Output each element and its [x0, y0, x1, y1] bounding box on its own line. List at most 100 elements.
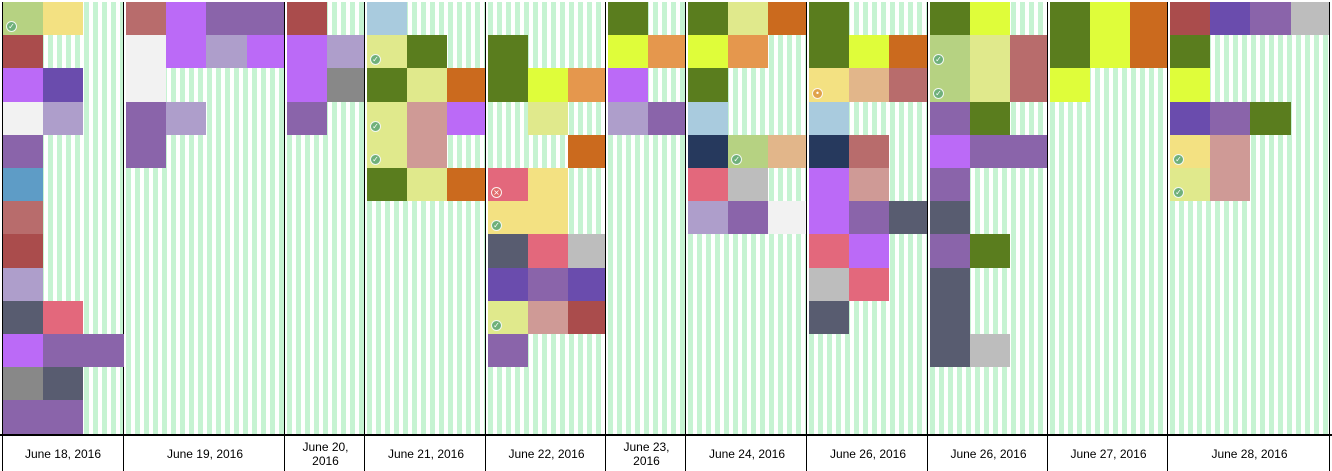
- tile[interactable]: [608, 35, 649, 69]
- tile[interactable]: [889, 68, 927, 102]
- tile[interactable]: [728, 35, 769, 69]
- tile[interactable]: [889, 35, 927, 69]
- tile[interactable]: [528, 168, 569, 202]
- tile[interactable]: [1050, 68, 1091, 102]
- tile[interactable]: [287, 35, 328, 69]
- tile[interactable]: [407, 134, 448, 168]
- tile[interactable]: [43, 2, 84, 36]
- tile[interactable]: [970, 2, 1011, 36]
- tile[interactable]: [768, 201, 806, 235]
- tile[interactable]: [970, 134, 1011, 168]
- tile[interactable]: [1090, 2, 1131, 36]
- tile[interactable]: [688, 201, 729, 235]
- tile[interactable]: ✓: [367, 134, 408, 168]
- tile[interactable]: [528, 300, 569, 334]
- tile[interactable]: [3, 334, 44, 368]
- tile[interactable]: [809, 35, 850, 69]
- tile[interactable]: [206, 35, 247, 69]
- tile[interactable]: [126, 2, 167, 36]
- tile[interactable]: [768, 134, 806, 168]
- tile[interactable]: [1210, 168, 1251, 202]
- tile[interactable]: [970, 334, 1011, 368]
- tile[interactable]: [930, 234, 971, 268]
- tile[interactable]: [849, 201, 890, 235]
- tile[interactable]: [809, 2, 850, 36]
- tile[interactable]: [728, 168, 769, 202]
- tile[interactable]: [3, 134, 44, 168]
- tile[interactable]: [367, 2, 408, 36]
- tile[interactable]: [1170, 35, 1211, 69]
- tile[interactable]: [43, 334, 84, 368]
- tile[interactable]: [3, 300, 44, 334]
- tile[interactable]: [43, 300, 84, 334]
- tile[interactable]: [809, 234, 850, 268]
- tile[interactable]: [287, 68, 328, 102]
- tile[interactable]: [488, 35, 529, 69]
- tile[interactable]: [970, 68, 1011, 102]
- tile[interactable]: [608, 101, 649, 135]
- tile[interactable]: [488, 68, 529, 102]
- tile[interactable]: [43, 101, 84, 135]
- tile[interactable]: [930, 300, 971, 334]
- tile[interactable]: ✓: [930, 68, 971, 102]
- tile[interactable]: ✓: [367, 101, 408, 135]
- tile[interactable]: [688, 35, 729, 69]
- tile[interactable]: [568, 134, 605, 168]
- tile[interactable]: [166, 35, 207, 69]
- tile[interactable]: [849, 168, 890, 202]
- tile[interactable]: [568, 300, 605, 334]
- tile[interactable]: [608, 2, 649, 36]
- tile[interactable]: [849, 35, 890, 69]
- tile[interactable]: [809, 101, 850, 135]
- tile[interactable]: [849, 234, 890, 268]
- tile[interactable]: [1130, 2, 1167, 36]
- tile[interactable]: [447, 168, 485, 202]
- tile[interactable]: [809, 300, 850, 334]
- tile[interactable]: [930, 134, 971, 168]
- tile[interactable]: ✓: [1170, 168, 1211, 202]
- tile[interactable]: [568, 68, 605, 102]
- tile[interactable]: [648, 35, 685, 69]
- tile[interactable]: [809, 267, 850, 301]
- tile[interactable]: [648, 101, 685, 135]
- tile[interactable]: [849, 134, 890, 168]
- tile[interactable]: [1210, 101, 1251, 135]
- tile[interactable]: [688, 168, 729, 202]
- tile[interactable]: [1090, 35, 1131, 69]
- tile[interactable]: [3, 400, 44, 434]
- tile[interactable]: [3, 267, 44, 301]
- tile[interactable]: [287, 2, 328, 36]
- tile[interactable]: ✓: [367, 35, 408, 69]
- tile[interactable]: [1210, 2, 1251, 36]
- tile[interactable]: [930, 101, 971, 135]
- tile[interactable]: [126, 101, 167, 135]
- tile[interactable]: [1050, 35, 1091, 69]
- tile[interactable]: [1170, 2, 1211, 36]
- tile[interactable]: [3, 201, 44, 235]
- tile[interactable]: [246, 2, 284, 36]
- tile[interactable]: [206, 2, 247, 36]
- tile[interactable]: [728, 201, 769, 235]
- tile[interactable]: [43, 367, 84, 401]
- tile[interactable]: [327, 35, 364, 69]
- tile[interactable]: [568, 234, 605, 268]
- tile[interactable]: [488, 267, 529, 301]
- tile[interactable]: [126, 68, 167, 102]
- tile[interactable]: [407, 168, 448, 202]
- tile[interactable]: [287, 101, 328, 135]
- tile[interactable]: [407, 68, 448, 102]
- tile[interactable]: ✓: [930, 35, 971, 69]
- tile[interactable]: [407, 101, 448, 135]
- tile[interactable]: [688, 2, 729, 36]
- tile[interactable]: ×: [488, 168, 529, 202]
- tile[interactable]: [126, 134, 167, 168]
- tile[interactable]: [1170, 68, 1211, 102]
- tile[interactable]: [1010, 134, 1047, 168]
- tile[interactable]: [688, 134, 729, 168]
- tile[interactable]: [1010, 35, 1047, 69]
- tile[interactable]: [166, 101, 207, 135]
- tile[interactable]: [849, 68, 890, 102]
- tile[interactable]: [849, 267, 890, 301]
- tile[interactable]: [3, 234, 44, 268]
- tile[interactable]: [3, 367, 44, 401]
